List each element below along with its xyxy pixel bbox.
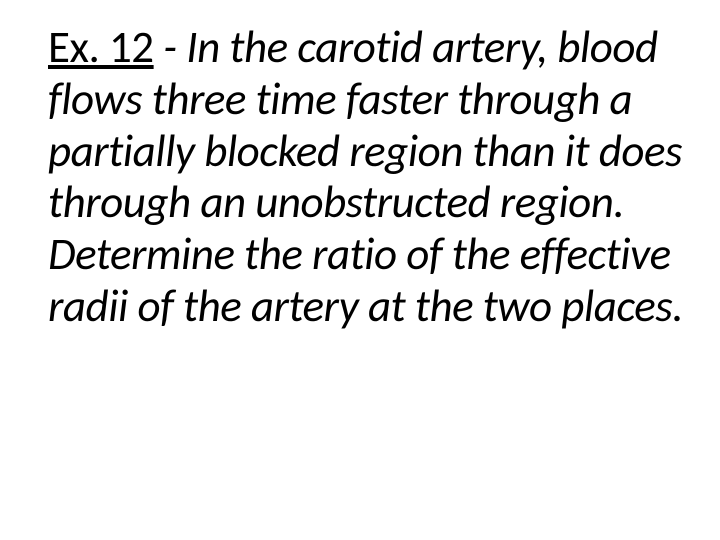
exercise-label: Ex. 12 [48,20,154,75]
exercise-separator: - [154,20,187,75]
exercise-paragraph: Ex. 12 - In the carotid artery, blood fl… [48,22,690,333]
